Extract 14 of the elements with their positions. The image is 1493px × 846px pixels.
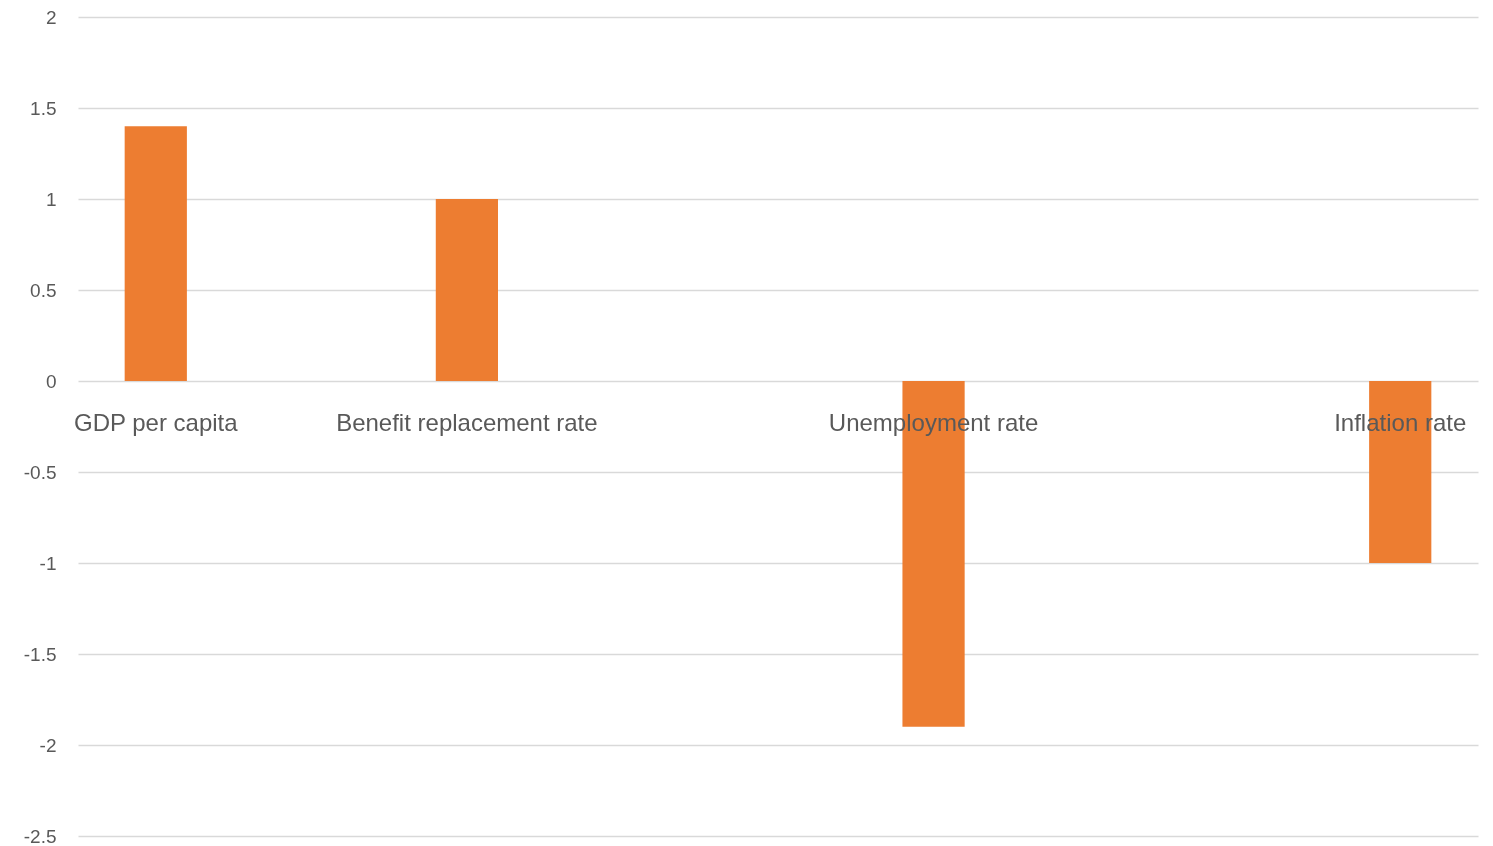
y-tick-label: 1 [45, 188, 57, 210]
y-tick-label: 1.5 [30, 97, 57, 119]
bar [124, 126, 187, 381]
y-tick-label: -0.5 [23, 461, 57, 483]
x-tick-label: GDP per capita [73, 408, 239, 436]
y-tick-label: 0 [45, 370, 57, 392]
y-tick-label: -1 [39, 552, 57, 574]
y-tick-label: -1.5 [23, 643, 57, 665]
y-tick-label: 0.5 [30, 279, 57, 301]
bar [435, 199, 498, 381]
y-tick-label: -2.5 [23, 825, 57, 846]
y-tick-label: -2 [39, 734, 57, 756]
x-tick-label: Benefit replacement rate [336, 408, 598, 436]
y-tick-label: 2 [45, 6, 57, 28]
